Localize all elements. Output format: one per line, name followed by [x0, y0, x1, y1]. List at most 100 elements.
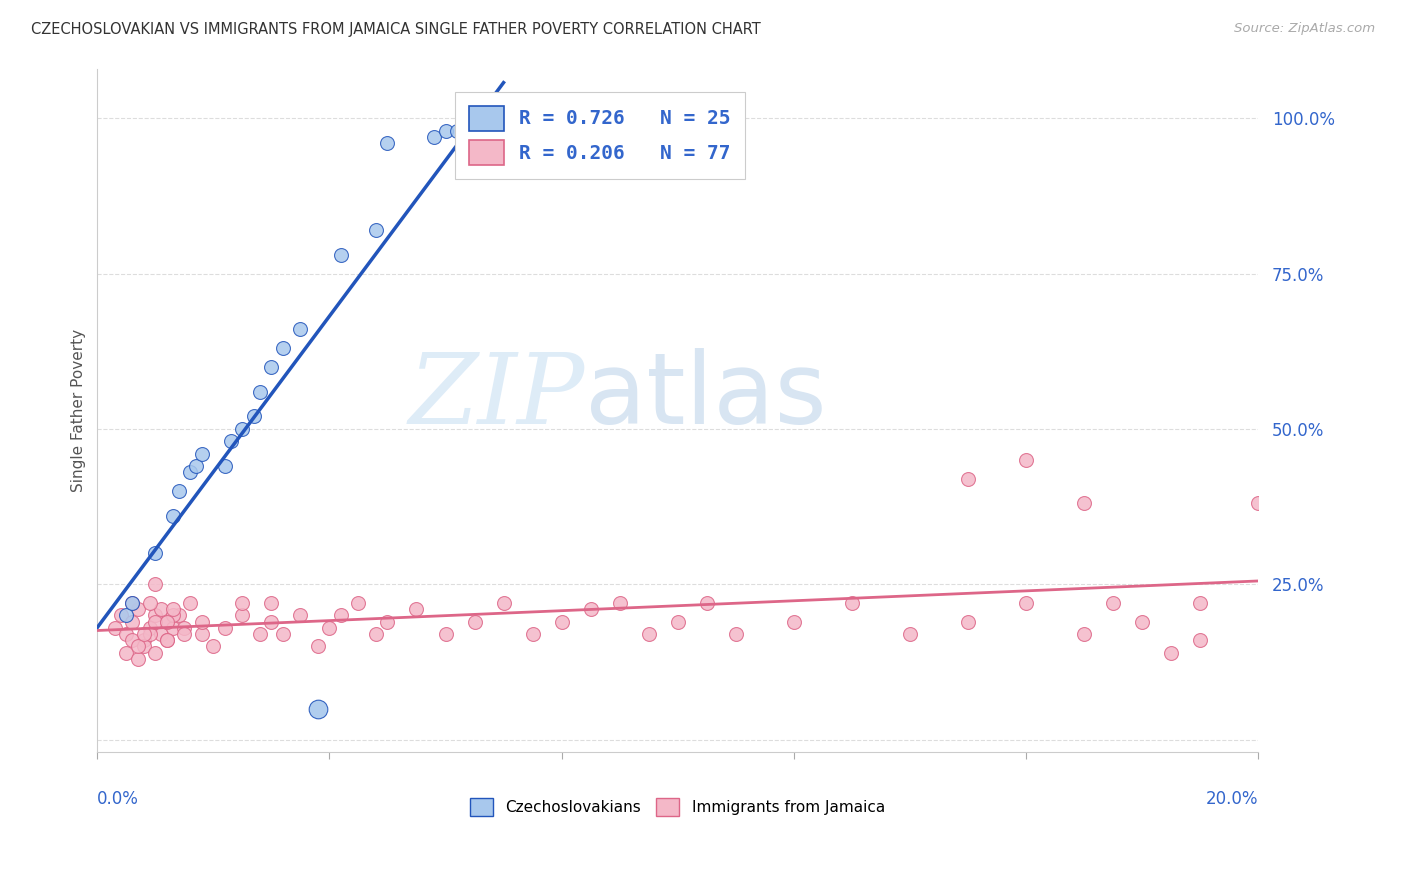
Point	[956, 472, 979, 486]
Point	[150, 602, 173, 616]
Point	[179, 466, 201, 480]
Point	[492, 596, 515, 610]
Point	[271, 627, 294, 641]
Point	[132, 640, 155, 654]
Point	[347, 596, 370, 610]
Point	[191, 447, 214, 461]
Point	[290, 322, 312, 336]
Point	[145, 646, 167, 660]
Point	[115, 608, 138, 623]
Point	[841, 596, 863, 610]
Point	[121, 596, 143, 610]
Point	[150, 627, 173, 641]
Point	[1073, 627, 1095, 641]
Point	[121, 596, 143, 610]
Point	[162, 608, 184, 623]
Point	[138, 621, 160, 635]
Point	[423, 129, 446, 144]
Point	[231, 596, 253, 610]
Point	[434, 123, 457, 137]
Point	[214, 459, 236, 474]
Point	[156, 633, 179, 648]
Point	[231, 422, 253, 436]
Point	[179, 596, 201, 610]
Point	[481, 118, 503, 132]
Point	[167, 483, 190, 498]
Point	[162, 621, 184, 635]
Point	[579, 602, 602, 616]
Point	[1101, 596, 1123, 610]
Point	[173, 627, 195, 641]
Point	[364, 627, 387, 641]
Point	[115, 627, 138, 641]
Point	[173, 621, 195, 635]
Point	[191, 615, 214, 629]
Point	[637, 627, 659, 641]
Point	[145, 546, 167, 560]
Point	[167, 608, 190, 623]
Point	[260, 359, 283, 374]
Point	[104, 621, 127, 635]
Point	[156, 615, 179, 629]
Point	[1247, 496, 1270, 510]
Point	[470, 123, 492, 137]
Point	[219, 434, 242, 449]
Point	[110, 608, 132, 623]
Point	[1130, 615, 1153, 629]
Point	[191, 627, 214, 641]
Point	[145, 577, 167, 591]
Point	[364, 223, 387, 237]
Point	[115, 646, 138, 660]
Point	[290, 608, 312, 623]
Point	[446, 123, 468, 137]
Point	[121, 615, 143, 629]
Point	[249, 384, 271, 399]
Point	[214, 621, 236, 635]
Point	[330, 248, 353, 262]
Point	[231, 608, 253, 623]
Point	[156, 633, 179, 648]
Point	[260, 596, 283, 610]
Text: Source: ZipAtlas.com: Source: ZipAtlas.com	[1234, 22, 1375, 36]
Point	[1160, 646, 1182, 660]
Point	[318, 621, 340, 635]
Point	[127, 602, 149, 616]
Point	[696, 596, 718, 610]
Point	[550, 615, 572, 629]
Point	[377, 136, 399, 150]
Point	[1015, 453, 1038, 467]
Text: atlas: atlas	[585, 348, 827, 445]
Point	[782, 615, 804, 629]
Point	[463, 615, 485, 629]
Point	[898, 627, 921, 641]
Point	[1015, 596, 1038, 610]
Point	[156, 615, 179, 629]
Point	[145, 615, 167, 629]
Point	[162, 508, 184, 523]
Point	[1188, 633, 1211, 648]
Point	[724, 627, 747, 641]
Point	[463, 123, 485, 137]
Point	[307, 701, 329, 715]
Point	[666, 615, 689, 629]
Point	[956, 615, 979, 629]
Point	[405, 602, 427, 616]
Point	[138, 627, 160, 641]
Point	[307, 640, 329, 654]
Point	[127, 652, 149, 666]
Point	[132, 633, 155, 648]
Text: 0.0%: 0.0%	[97, 789, 139, 807]
Point	[138, 596, 160, 610]
Point	[243, 409, 266, 424]
Point	[1073, 496, 1095, 510]
Legend: Czechoslovakians, Immigrants from Jamaica: Czechoslovakians, Immigrants from Jamaic…	[463, 790, 893, 823]
Point	[1188, 596, 1211, 610]
Text: 20.0%: 20.0%	[1205, 789, 1258, 807]
Point	[434, 627, 457, 641]
Point	[330, 608, 353, 623]
Point	[202, 640, 225, 654]
Point	[260, 615, 283, 629]
Point	[271, 341, 294, 355]
Text: ZIP: ZIP	[409, 349, 585, 444]
Text: CZECHOSLOVAKIAN VS IMMIGRANTS FROM JAMAICA SINGLE FATHER POVERTY CORRELATION CHA: CZECHOSLOVAKIAN VS IMMIGRANTS FROM JAMAI…	[31, 22, 761, 37]
